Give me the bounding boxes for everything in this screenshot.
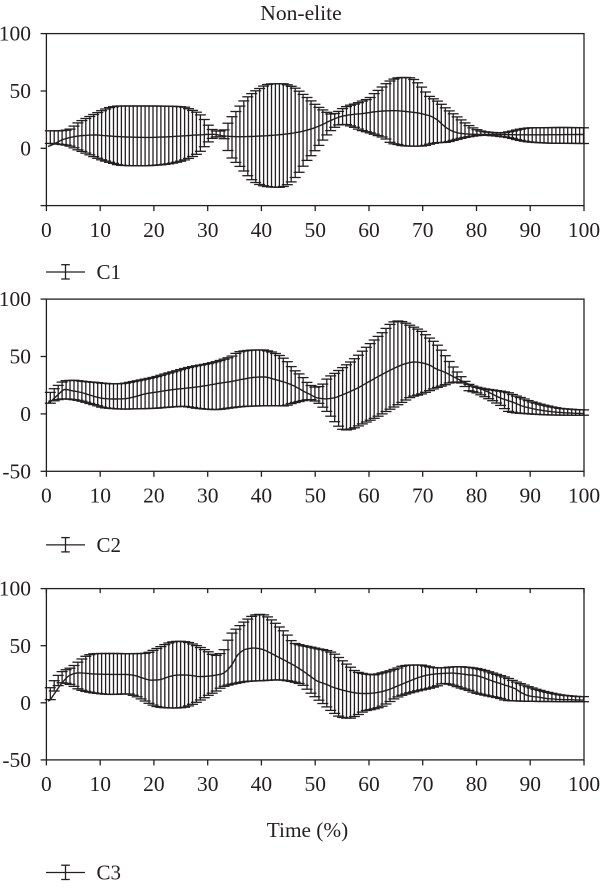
svg-text:80: 80 [466, 484, 488, 508]
svg-text:40: 40 [251, 772, 273, 796]
svg-text:30: 30 [197, 218, 219, 242]
svg-text:60: 60 [358, 484, 380, 508]
svg-text:0: 0 [41, 218, 52, 242]
svg-text:0: 0 [20, 691, 31, 715]
svg-text:20: 20 [143, 772, 165, 796]
svg-text:60: 60 [358, 218, 380, 242]
svg-text:70: 70 [412, 772, 434, 796]
svg-text:90: 90 [519, 484, 541, 508]
svg-text:-50: -50 [2, 748, 31, 772]
svg-text:C3: C3 [97, 861, 122, 885]
svg-text:100: 100 [568, 484, 600, 508]
svg-text:10: 10 [89, 484, 111, 508]
svg-text:90: 90 [519, 772, 541, 796]
svg-text:70: 70 [412, 484, 434, 508]
svg-text:60: 60 [358, 772, 380, 796]
svg-text:80: 80 [466, 772, 488, 796]
svg-text:C1: C1 [97, 260, 122, 284]
svg-text:50: 50 [304, 772, 326, 796]
svg-text:0: 0 [41, 772, 52, 796]
svg-text:30: 30 [197, 484, 219, 508]
svg-text:50: 50 [10, 79, 32, 103]
svg-text:100: 100 [568, 218, 600, 242]
svg-text:40: 40 [251, 484, 273, 508]
svg-text:20: 20 [143, 484, 165, 508]
svg-text:100: 100 [0, 577, 31, 601]
svg-text:40: 40 [251, 218, 273, 242]
svg-text:100: 100 [568, 772, 600, 796]
svg-text:Non-elite: Non-elite [260, 1, 342, 25]
svg-text:0: 0 [20, 136, 31, 160]
svg-text:50: 50 [10, 634, 32, 658]
svg-text:0: 0 [20, 402, 31, 426]
svg-text:50: 50 [304, 218, 326, 242]
svg-text:-50: -50 [2, 459, 31, 483]
svg-text:10: 10 [89, 218, 111, 242]
svg-text:100: 100 [0, 22, 31, 46]
svg-text:C2: C2 [97, 533, 122, 557]
svg-text:10: 10 [89, 772, 111, 796]
svg-text:90: 90 [519, 218, 541, 242]
svg-text:100: 100 [0, 287, 31, 311]
svg-text:0: 0 [41, 484, 52, 508]
svg-text:70: 70 [412, 218, 434, 242]
svg-text:30: 30 [197, 772, 219, 796]
svg-text:80: 80 [466, 218, 488, 242]
svg-text:50: 50 [304, 484, 326, 508]
svg-text:20: 20 [143, 218, 165, 242]
svg-text:50: 50 [10, 345, 32, 369]
svg-text:Time (%): Time (%) [267, 818, 349, 842]
